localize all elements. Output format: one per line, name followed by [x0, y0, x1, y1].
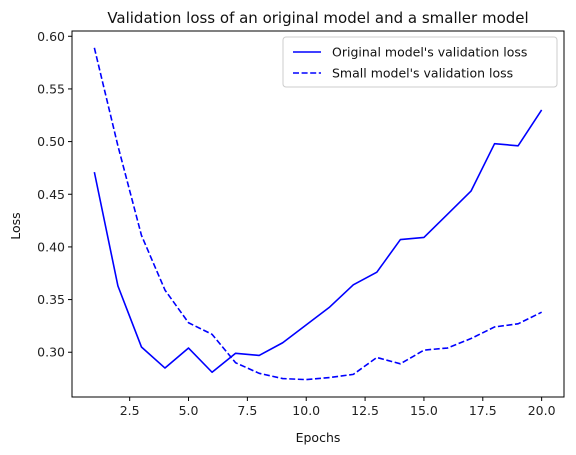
legend-entry-label: Small model's validation loss [332, 66, 513, 81]
x-tick-label: 10.0 [292, 403, 320, 418]
small-model-loss-line [93, 47, 542, 381]
x-axis-label: Epochs [296, 430, 341, 445]
x-axis: 2.5 5.0 7.5 10.0 12.5 15.0 17.5 20.0 [120, 397, 556, 418]
y-tick-label: 0.45 [37, 187, 65, 202]
plot-frame [71, 30, 565, 398]
chart-title: Validation loss of an original model and… [107, 9, 528, 27]
original-model-loss-line [93, 109, 543, 374]
x-tick-label: 17.5 [469, 403, 497, 418]
legend-entry-label: Original model's validation loss [332, 45, 527, 60]
y-tick-label: 0.60 [37, 29, 65, 44]
legend: Original model's validation loss Small mo… [282, 36, 558, 88]
x-tick-label: 5.0 [179, 403, 199, 418]
x-tick-label: 20.0 [528, 403, 556, 418]
y-tick-label: 0.35 [37, 292, 65, 307]
y-tick-label: 0.30 [37, 345, 65, 360]
y-tick-label: 0.50 [37, 134, 65, 149]
series-layer [93, 47, 543, 381]
plot-area [71, 30, 565, 398]
y-axis-label: Loss [8, 212, 23, 239]
legend-box [282, 36, 558, 88]
y-axis: 0.30 0.35 0.40 0.45 0.50 0.55 0.60 [37, 29, 72, 360]
x-tick-label: 15.0 [410, 403, 438, 418]
x-tick-label: 7.5 [237, 403, 257, 418]
y-tick-label: 0.55 [37, 81, 65, 96]
y-tick-label: 0.40 [37, 239, 65, 254]
x-tick-label: 12.5 [351, 403, 379, 418]
x-tick-label: 2.5 [120, 403, 140, 418]
